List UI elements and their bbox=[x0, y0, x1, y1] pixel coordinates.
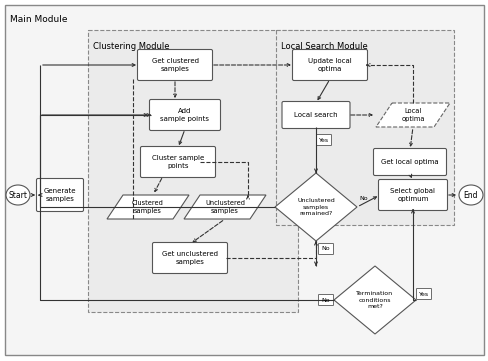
Text: Get local optima: Get local optima bbox=[381, 159, 438, 165]
Text: Clustered
samples: Clustered samples bbox=[132, 200, 163, 214]
FancyBboxPatch shape bbox=[140, 147, 215, 178]
Text: Local
optima: Local optima bbox=[401, 108, 424, 122]
FancyBboxPatch shape bbox=[149, 100, 220, 130]
Polygon shape bbox=[333, 266, 415, 334]
Text: Update local
optima: Update local optima bbox=[307, 58, 351, 72]
Polygon shape bbox=[274, 173, 356, 241]
Ellipse shape bbox=[6, 185, 30, 205]
Polygon shape bbox=[183, 195, 265, 219]
Text: Local Search Module: Local Search Module bbox=[281, 42, 367, 51]
Text: Main Module: Main Module bbox=[10, 15, 67, 24]
FancyBboxPatch shape bbox=[318, 295, 333, 305]
FancyBboxPatch shape bbox=[152, 243, 227, 274]
Text: No: No bbox=[358, 196, 367, 201]
FancyBboxPatch shape bbox=[316, 135, 331, 145]
Text: No: No bbox=[321, 247, 329, 252]
Ellipse shape bbox=[458, 185, 482, 205]
Text: Get clustered
samples: Get clustered samples bbox=[151, 58, 198, 72]
Text: Termination
conditions
met?: Termination conditions met? bbox=[356, 291, 393, 309]
Text: End: End bbox=[463, 191, 477, 200]
Text: Generate
samples: Generate samples bbox=[43, 188, 76, 202]
FancyBboxPatch shape bbox=[292, 49, 367, 81]
Text: Unclustered
samples
remained?: Unclustered samples remained? bbox=[297, 198, 334, 216]
Text: Local search: Local search bbox=[294, 112, 337, 118]
Text: Yes: Yes bbox=[418, 291, 428, 296]
FancyBboxPatch shape bbox=[88, 30, 297, 312]
Polygon shape bbox=[107, 195, 189, 219]
Text: Cluster sample
points: Cluster sample points bbox=[152, 155, 203, 169]
Text: Select global
optimum: Select global optimum bbox=[390, 188, 435, 202]
Text: Get unclustered
samples: Get unclustered samples bbox=[162, 251, 218, 265]
FancyBboxPatch shape bbox=[378, 179, 447, 210]
Text: Unclustered
samples: Unclustered samples bbox=[204, 200, 244, 214]
FancyBboxPatch shape bbox=[275, 30, 453, 225]
FancyBboxPatch shape bbox=[373, 148, 446, 175]
FancyBboxPatch shape bbox=[318, 244, 333, 255]
Text: Add
sample points: Add sample points bbox=[160, 108, 209, 122]
FancyBboxPatch shape bbox=[416, 288, 430, 300]
Text: Yes: Yes bbox=[318, 138, 328, 143]
Polygon shape bbox=[375, 103, 449, 127]
FancyBboxPatch shape bbox=[37, 178, 83, 212]
FancyBboxPatch shape bbox=[137, 49, 212, 81]
Text: No: No bbox=[321, 297, 329, 303]
FancyBboxPatch shape bbox=[282, 101, 349, 129]
Text: Start: Start bbox=[8, 191, 27, 200]
FancyBboxPatch shape bbox=[5, 5, 483, 355]
Text: Clustering Module: Clustering Module bbox=[93, 42, 169, 51]
